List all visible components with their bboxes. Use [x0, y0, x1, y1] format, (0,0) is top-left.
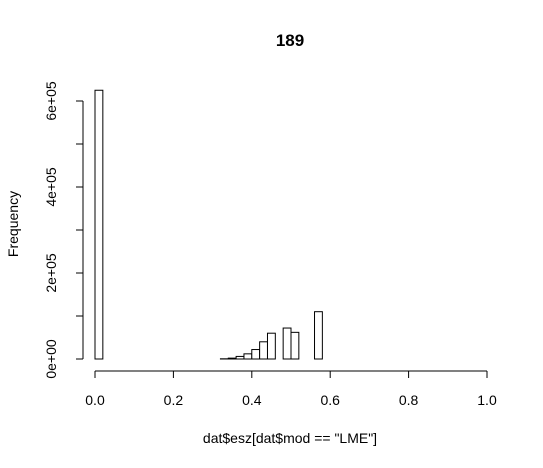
y-axis: 0e+00 2e+05 4e+05 6e+05 [43, 81, 84, 379]
x-tick-label: 0.8 [399, 392, 419, 408]
histogram-bar [227, 357, 237, 360]
histogram-bar [282, 327, 292, 360]
x-axis-title: dat$esz[dat$mod == "LME"] [203, 430, 377, 446]
x-tick-label: 0.6 [320, 392, 340, 408]
histogram-bar [235, 355, 245, 360]
x-tick-label: 0.0 [85, 392, 105, 408]
histogram-bar [259, 341, 268, 360]
histogram-bar [266, 332, 276, 360]
x-tick-label: 0.2 [164, 392, 184, 408]
x-tick-label: 0.4 [242, 392, 262, 408]
chart-title: 189 [276, 31, 304, 50]
histogram-bar [251, 349, 261, 360]
histogram-bar [243, 353, 253, 360]
y-axis-title: Frequency [5, 191, 21, 257]
histogram-bar [290, 331, 300, 360]
y-tick-label: 2e+05 [43, 253, 59, 293]
y-tick-label: 0e+00 [43, 339, 59, 379]
y-tick-label: 6e+05 [43, 81, 59, 121]
y-tick-label: 4e+05 [43, 167, 59, 207]
x-axis: 0.0 0.2 0.4 0.6 0.8 1.0 [85, 370, 497, 408]
histogram-bar [94, 89, 104, 360]
bars-layer [94, 89, 323, 360]
histogram-bar [314, 311, 323, 360]
x-tick-label: 1.0 [477, 392, 497, 408]
